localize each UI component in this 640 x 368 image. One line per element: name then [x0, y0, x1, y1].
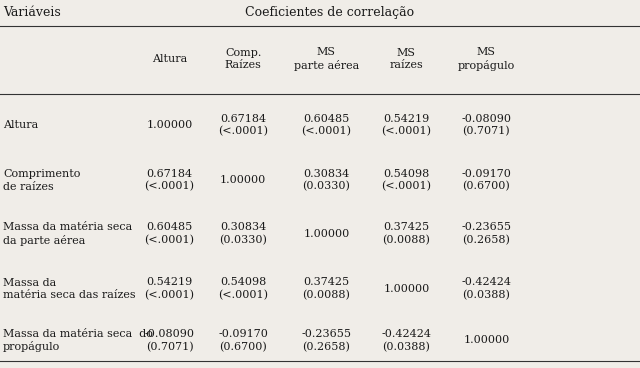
Text: Coeficientes de correlação: Coeficientes de correlação — [245, 6, 414, 20]
Text: 1.00000: 1.00000 — [463, 335, 509, 346]
Text: Comprimento
de raízes: Comprimento de raízes — [3, 169, 81, 191]
Text: Altura: Altura — [152, 54, 188, 64]
Text: 0.60485
(<.0001): 0.60485 (<.0001) — [301, 114, 351, 137]
Text: 0.37425
(0.0088): 0.37425 (0.0088) — [383, 222, 430, 245]
Text: 1.00000: 1.00000 — [220, 175, 266, 185]
Text: -0.09170
(0.6700): -0.09170 (0.6700) — [461, 169, 511, 192]
Text: 0.54098
(<.0001): 0.54098 (<.0001) — [218, 277, 268, 300]
Text: 0.67184
(<.0001): 0.67184 (<.0001) — [218, 114, 268, 137]
Text: Altura: Altura — [3, 120, 38, 130]
Text: 0.54219
(<.0001): 0.54219 (<.0001) — [145, 277, 195, 300]
Text: Variáveis: Variáveis — [3, 6, 61, 20]
Text: Massa da matéria seca
da parte aérea: Massa da matéria seca da parte aérea — [3, 222, 132, 245]
Text: -0.08090
(0.7071): -0.08090 (0.7071) — [145, 329, 195, 352]
Text: -0.09170
(0.6700): -0.09170 (0.6700) — [218, 329, 268, 352]
Text: Massa da
matéria seca das raízes: Massa da matéria seca das raízes — [3, 278, 136, 300]
Text: 1.00000: 1.00000 — [303, 229, 349, 239]
Text: MS
raízes: MS raízes — [390, 48, 423, 70]
Text: MS
propágulo: MS propágulo — [458, 47, 515, 71]
Text: -0.42424
(0.0388): -0.42424 (0.0388) — [381, 329, 431, 352]
Text: 0.60485
(<.0001): 0.60485 (<.0001) — [145, 222, 195, 245]
Text: 0.30834
(0.0330): 0.30834 (0.0330) — [303, 169, 350, 192]
Text: MS
parte aérea: MS parte aérea — [294, 47, 359, 71]
Text: -0.23655
(0.2658): -0.23655 (0.2658) — [301, 329, 351, 352]
Text: 1.00000: 1.00000 — [383, 284, 429, 294]
Text: -0.42424
(0.0388): -0.42424 (0.0388) — [461, 277, 511, 300]
Text: Massa da matéria seca  do
propágulo: Massa da matéria seca do propágulo — [3, 329, 153, 352]
Text: 0.37425
(0.0088): 0.37425 (0.0088) — [303, 277, 350, 300]
Text: -0.08090
(0.7071): -0.08090 (0.7071) — [461, 114, 511, 137]
Text: 0.54219
(<.0001): 0.54219 (<.0001) — [381, 114, 431, 137]
Text: Comp.
Raízes: Comp. Raízes — [225, 48, 262, 70]
Text: 0.54098
(<.0001): 0.54098 (<.0001) — [381, 169, 431, 192]
Text: 0.67184
(<.0001): 0.67184 (<.0001) — [145, 169, 195, 192]
Text: -0.23655
(0.2658): -0.23655 (0.2658) — [461, 222, 511, 245]
Text: 0.30834
(0.0330): 0.30834 (0.0330) — [220, 222, 267, 245]
Text: 1.00000: 1.00000 — [147, 120, 193, 130]
